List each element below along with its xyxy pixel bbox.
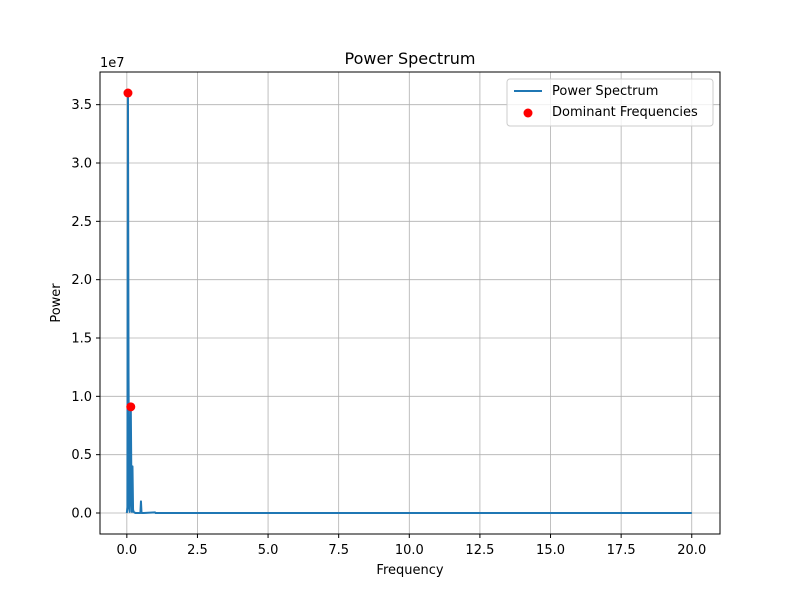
legend-box — [506, 78, 714, 127]
power-spectrum-line — [125, 92, 692, 514]
x-tick-label: 10.0 — [395, 543, 424, 558]
x-axis-title: Frequency — [376, 563, 443, 578]
plot-area — [123, 88, 692, 514]
x-tick-label: 5.0 — [258, 543, 279, 558]
y-tick-label: 1.0 — [71, 390, 92, 405]
legend-dot-swatch — [523, 108, 533, 118]
y-axis-title: Power — [49, 283, 64, 323]
y-axis-ticks: 0.0 0.5 1.0 1.5 2.0 2.5 3.0 3.5 — [71, 98, 100, 522]
x-tick-label: 15.0 — [536, 543, 565, 558]
y-tick-label: 1.5 — [71, 332, 92, 347]
y-axis-multiplier: 1e7 — [100, 56, 125, 71]
legend-label-dominant-frequencies: Dominant Frequencies — [552, 105, 698, 120]
x-tick-label: 7.5 — [328, 543, 349, 558]
y-tick-label: 2.0 — [71, 273, 92, 288]
y-tick-label: 2.5 — [71, 215, 92, 230]
x-tick-label: 20.0 — [677, 543, 706, 558]
y-tick-label: 3.5 — [71, 98, 92, 113]
dominant-frequency-point — [126, 402, 136, 412]
y-tick-label: 0.5 — [71, 448, 92, 463]
x-tick-label: 17.5 — [607, 543, 636, 558]
y-tick-label: 3.0 — [71, 157, 92, 172]
x-tick-label: 12.5 — [465, 543, 494, 558]
x-axis-ticks: 0.0 2.5 5.0 7.5 10.0 12.5 15.0 17.5 20.0 — [116, 534, 706, 558]
dominant-frequency-point — [123, 88, 133, 98]
chart-title: Power Spectrum — [345, 49, 476, 68]
axes-frame — [99, 71, 721, 535]
y-tick-label: 0.0 — [71, 507, 92, 522]
x-tick-label: 0.0 — [116, 543, 137, 558]
legend-label-power-spectrum: Power Spectrum — [552, 84, 658, 99]
legend: Power Spectrum Dominant Frequencies — [506, 78, 714, 127]
x-tick-label: 2.5 — [187, 543, 208, 558]
